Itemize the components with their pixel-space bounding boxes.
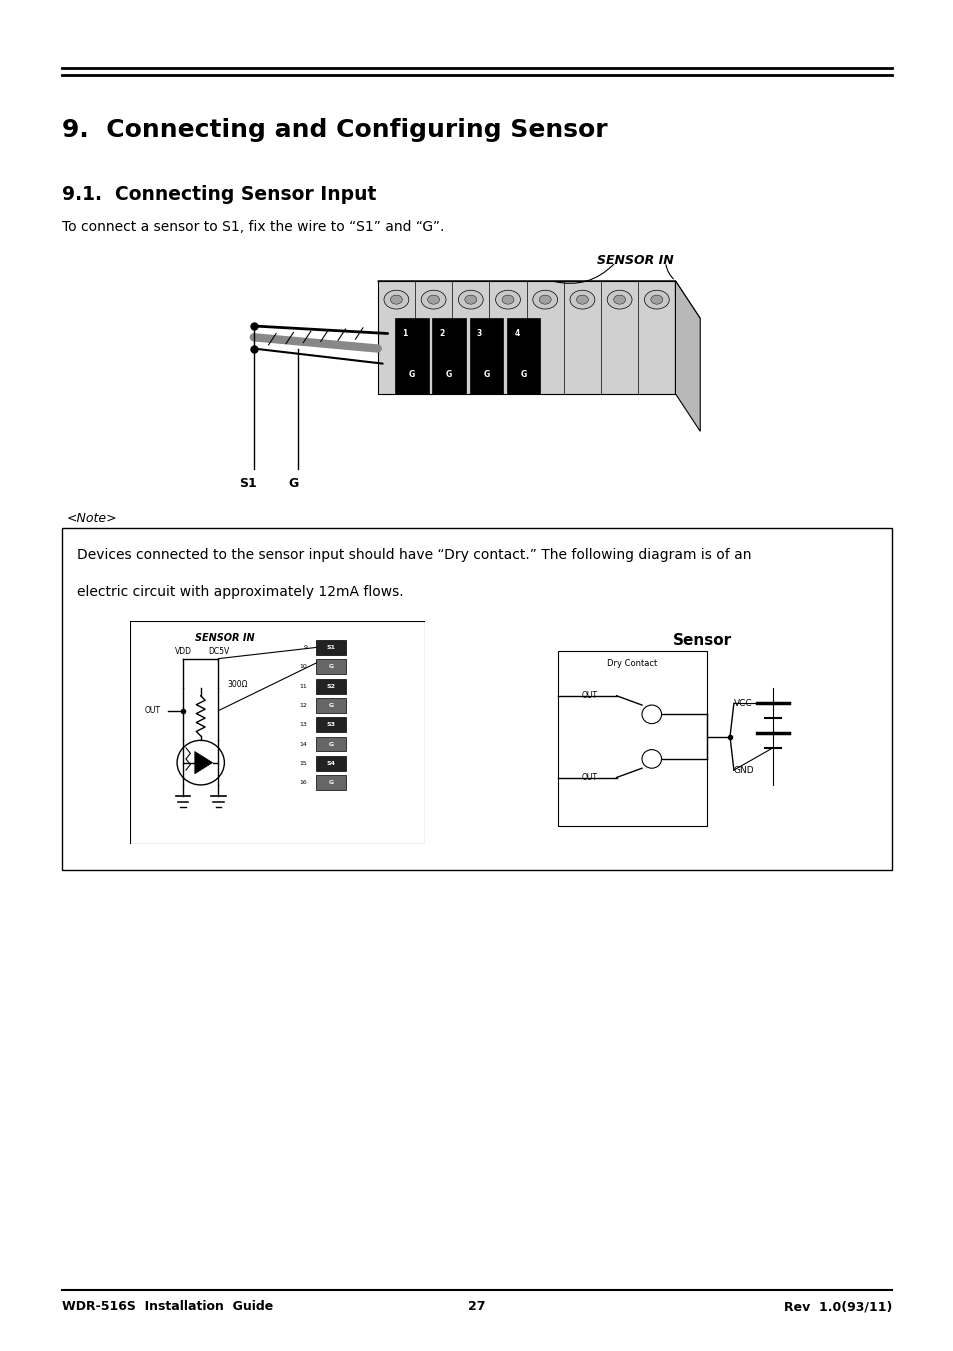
Text: OUT: OUT xyxy=(145,707,160,715)
Text: 11: 11 xyxy=(299,684,307,689)
Text: VDD: VDD xyxy=(174,647,192,657)
Text: 1: 1 xyxy=(402,330,408,338)
Text: To connect a sensor to S1, fix the wire to “S1” and “G”.: To connect a sensor to S1, fix the wire … xyxy=(62,220,444,234)
Text: 14: 14 xyxy=(299,742,307,747)
Polygon shape xyxy=(377,281,700,319)
Circle shape xyxy=(532,290,558,309)
Text: 9.  Connecting and Configuring Sensor: 9. Connecting and Configuring Sensor xyxy=(62,118,607,142)
Circle shape xyxy=(641,750,660,769)
Text: S3: S3 xyxy=(326,723,335,727)
Bar xyxy=(558,651,706,825)
Text: S2: S2 xyxy=(326,684,335,689)
Bar xyxy=(62,528,891,870)
Text: 4: 4 xyxy=(514,330,519,338)
Text: G: G xyxy=(328,742,333,747)
Text: 15: 15 xyxy=(299,761,307,766)
Text: G: G xyxy=(288,477,298,489)
Circle shape xyxy=(641,705,660,724)
Text: G: G xyxy=(328,780,333,785)
Circle shape xyxy=(569,290,595,309)
Bar xyxy=(432,319,466,393)
Circle shape xyxy=(576,295,588,304)
Text: 10: 10 xyxy=(299,665,307,669)
Text: 13: 13 xyxy=(299,723,307,727)
Circle shape xyxy=(383,290,408,309)
Text: S1: S1 xyxy=(326,644,335,650)
Text: G: G xyxy=(328,703,333,708)
Bar xyxy=(315,659,345,674)
Circle shape xyxy=(421,290,445,309)
Text: WDR-516S  Installation  Guide: WDR-516S Installation Guide xyxy=(62,1300,273,1313)
Text: 12: 12 xyxy=(299,703,307,708)
Bar xyxy=(315,698,345,713)
Text: VCC: VCC xyxy=(733,698,752,708)
Text: SENSOR IN: SENSOR IN xyxy=(194,632,253,643)
Polygon shape xyxy=(194,751,213,774)
Bar xyxy=(315,775,345,790)
Text: S1: S1 xyxy=(238,477,256,489)
Text: G: G xyxy=(446,370,452,380)
Circle shape xyxy=(390,295,402,304)
Circle shape xyxy=(607,290,632,309)
Bar xyxy=(506,319,540,393)
Text: <Note>: <Note> xyxy=(67,512,117,526)
Text: electric circuit with approximately 12mA flows.: electric circuit with approximately 12mA… xyxy=(77,585,403,598)
Text: Sensor: Sensor xyxy=(673,632,731,647)
Text: G: G xyxy=(409,370,415,380)
Text: 9.1.  Connecting Sensor Input: 9.1. Connecting Sensor Input xyxy=(62,185,376,204)
Text: 2: 2 xyxy=(439,330,445,338)
Bar xyxy=(315,717,345,732)
Circle shape xyxy=(613,295,625,304)
Text: G: G xyxy=(328,665,333,669)
Text: 300Ω: 300Ω xyxy=(227,680,248,689)
Circle shape xyxy=(538,295,551,304)
Text: Dry Contact: Dry Contact xyxy=(606,659,657,667)
Circle shape xyxy=(496,290,520,309)
Text: S4: S4 xyxy=(326,761,335,766)
Text: OUT: OUT xyxy=(580,692,597,700)
Text: OUT: OUT xyxy=(580,773,597,782)
Circle shape xyxy=(458,290,483,309)
Text: SENSOR IN: SENSOR IN xyxy=(597,254,674,267)
Text: DC5V: DC5V xyxy=(208,647,229,657)
Bar xyxy=(469,319,503,393)
Bar xyxy=(315,678,345,693)
Text: G: G xyxy=(483,370,489,380)
Polygon shape xyxy=(675,281,700,431)
Bar xyxy=(315,640,345,655)
Text: G: G xyxy=(520,370,526,380)
Text: GND: GND xyxy=(733,766,754,774)
Bar xyxy=(395,319,429,393)
Text: 27: 27 xyxy=(468,1300,485,1313)
Circle shape xyxy=(464,295,476,304)
Ellipse shape xyxy=(177,740,224,785)
Circle shape xyxy=(650,295,662,304)
Text: Rev  1.0(93/11): Rev 1.0(93/11) xyxy=(782,1300,891,1313)
Text: 9: 9 xyxy=(303,644,307,650)
Circle shape xyxy=(644,290,669,309)
Text: Devices connected to the sensor input should have “Dry contact.” The following d: Devices connected to the sensor input sh… xyxy=(77,549,751,562)
Circle shape xyxy=(427,295,439,304)
Text: 16: 16 xyxy=(299,780,307,785)
Circle shape xyxy=(501,295,514,304)
Bar xyxy=(315,736,345,751)
Bar xyxy=(315,757,345,771)
Polygon shape xyxy=(377,281,675,393)
Text: 3: 3 xyxy=(476,330,482,338)
